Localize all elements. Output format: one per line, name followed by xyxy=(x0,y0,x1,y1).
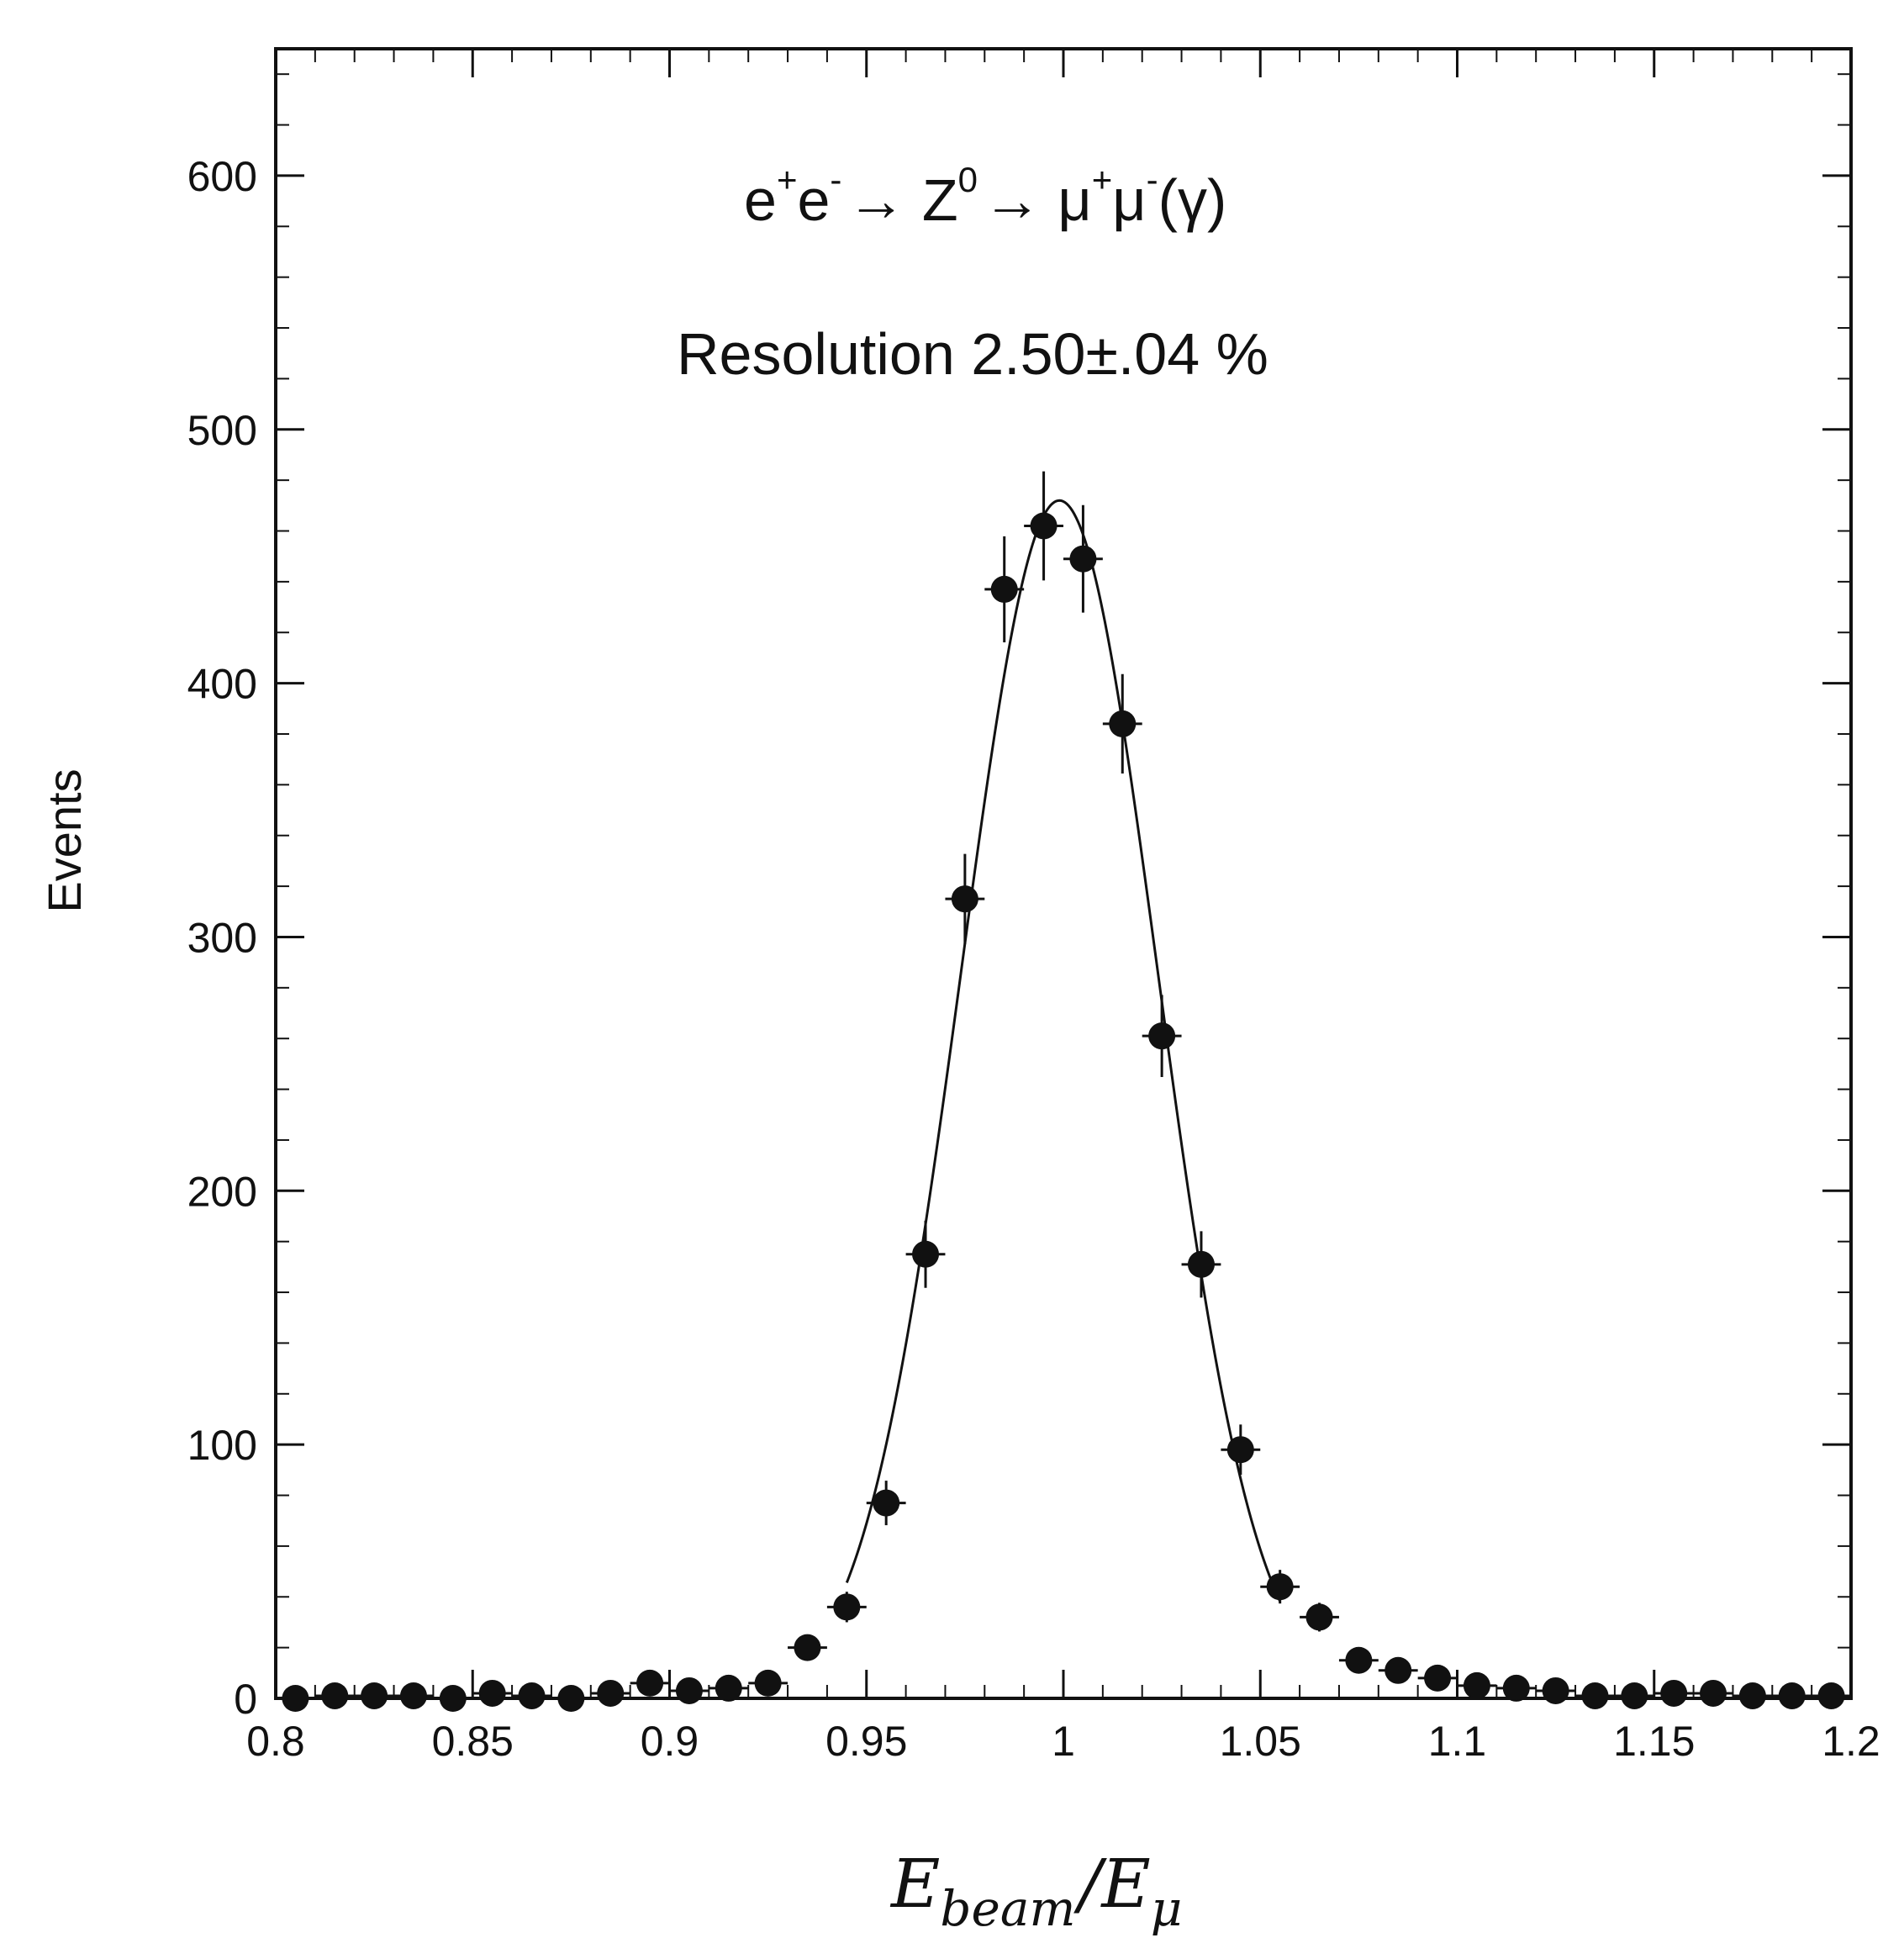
x-label-e1: E xyxy=(889,1845,940,1923)
title-e1: e xyxy=(744,167,777,233)
y-tick-label: 100 xyxy=(187,1422,257,1469)
x-tick-label: 0.9 xyxy=(641,1718,699,1765)
data-point xyxy=(518,1682,546,1709)
chart-subtitle: Resolution 2.50±.04 % xyxy=(677,321,1268,387)
data-point xyxy=(1187,1250,1215,1278)
x-tick-label: 0.85 xyxy=(432,1718,514,1765)
x-tick-label: 1.1 xyxy=(1428,1718,1487,1765)
data-point xyxy=(1424,1664,1452,1692)
y-tick-label: 0 xyxy=(234,1676,257,1723)
title-tail: (γ) xyxy=(1158,167,1227,233)
title-e2: e xyxy=(797,167,830,233)
title-z-sup: 0 xyxy=(958,160,978,199)
data-point xyxy=(1305,1603,1333,1631)
data-point xyxy=(1463,1671,1490,1699)
data-point xyxy=(399,1682,427,1709)
x-tick-label: 1 xyxy=(1052,1718,1075,1765)
y-tick-label: 400 xyxy=(187,661,257,708)
points-layer xyxy=(276,471,1851,1712)
data-point xyxy=(1030,512,1057,540)
x-tick-label: 1.05 xyxy=(1220,1718,1301,1765)
title-mu2: μ xyxy=(1112,167,1146,233)
data-point xyxy=(1660,1679,1688,1707)
x-label-sub1: beam xyxy=(940,1880,1075,1937)
plot-frame xyxy=(274,47,1853,1700)
data-point xyxy=(754,1669,782,1697)
data-point xyxy=(1581,1682,1609,1709)
y-tick-label: 500 xyxy=(187,407,257,454)
data-point xyxy=(636,1669,664,1697)
fit-curve xyxy=(845,499,1282,1603)
data-point xyxy=(1384,1656,1412,1684)
data-point xyxy=(990,575,1018,603)
y-tick-label: 600 xyxy=(187,153,257,200)
title-arrow-mu: → μ xyxy=(983,167,1092,233)
data-point xyxy=(1700,1679,1727,1707)
data-point xyxy=(1345,1646,1373,1674)
data-point xyxy=(478,1679,506,1707)
data-point xyxy=(912,1240,940,1268)
title-mu2-sup: - xyxy=(1147,160,1158,199)
x-label-e2: E xyxy=(1100,1845,1150,1923)
data-point xyxy=(321,1682,349,1709)
data-point xyxy=(951,885,978,913)
data-point xyxy=(361,1682,388,1709)
title-e1-sup: + xyxy=(777,160,798,199)
data-point xyxy=(1502,1674,1530,1702)
data-point xyxy=(833,1593,861,1621)
chart-title: e+e-→ Z0→ μ+μ-(γ) xyxy=(744,160,1226,233)
x-label-sub2: μ xyxy=(1151,1880,1183,1937)
data-point xyxy=(1148,1022,1176,1050)
data-point xyxy=(794,1634,821,1661)
data-point xyxy=(1778,1682,1806,1709)
data-point xyxy=(1621,1682,1648,1709)
x-tick-label: 0.8 xyxy=(246,1718,305,1765)
y-tick-labels: 0 100 200 300 400 500 600 xyxy=(187,153,257,1723)
data-point xyxy=(597,1679,625,1707)
data-point xyxy=(1817,1682,1845,1709)
data-point xyxy=(1069,545,1097,573)
x-tick-label: 1.15 xyxy=(1613,1718,1695,1765)
data-point xyxy=(715,1674,742,1702)
x-axis-label: Ebeam/Eμ xyxy=(889,1845,1183,1937)
data-point xyxy=(1266,1573,1294,1601)
y-tick-label: 300 xyxy=(187,914,257,961)
title-arrow-z: → Z xyxy=(847,167,957,233)
data-point xyxy=(1542,1677,1569,1704)
data-point xyxy=(873,1489,900,1517)
x-tick-label: 0.95 xyxy=(825,1718,907,1765)
y-tick-label: 200 xyxy=(187,1168,257,1215)
y-axis-label: Events xyxy=(38,768,91,912)
x-tick-label: 1.2 xyxy=(1822,1718,1880,1765)
x-tick-labels: 0.8 0.85 0.9 0.95 1 1.05 1.1 1.15 1.2 xyxy=(246,1718,1880,1765)
title-e2-sup: - xyxy=(830,160,841,199)
title-mu1-sup: + xyxy=(1092,160,1113,199)
data-point xyxy=(1226,1436,1254,1464)
data-point xyxy=(1738,1682,1766,1709)
data-point xyxy=(675,1677,703,1704)
data-point xyxy=(1109,710,1137,737)
fit-layer xyxy=(845,499,1282,1603)
